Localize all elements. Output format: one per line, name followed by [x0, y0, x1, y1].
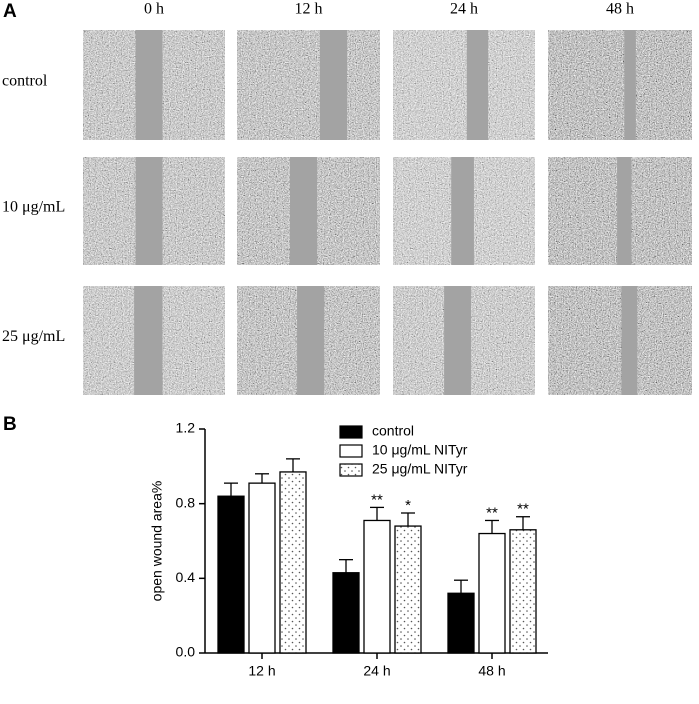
y-tick-label: 1.2 — [176, 420, 196, 436]
y-tick-label: 0.4 — [176, 569, 196, 585]
panel-label: A — [3, 1, 17, 22]
micrograph — [548, 286, 692, 395]
wound-gap — [621, 286, 638, 395]
wound-gap — [466, 30, 489, 140]
wound-gap — [289, 157, 318, 265]
x-tick-label: 24 h — [363, 663, 390, 679]
bar — [478, 532, 506, 654]
bar — [248, 482, 276, 654]
row-label: 25 μg/mL — [2, 328, 65, 345]
wound-gap — [135, 30, 163, 140]
x-tick-label: 48 h — [478, 663, 505, 679]
bar — [447, 592, 475, 654]
legend-swatch — [339, 425, 363, 439]
wound-gap — [134, 286, 163, 395]
legend-swatch — [339, 463, 363, 477]
wound-gap — [451, 157, 474, 265]
micrograph — [548, 30, 692, 140]
bar — [509, 529, 537, 654]
panel-label: B — [3, 414, 17, 435]
row-label: control — [2, 73, 48, 90]
row-label: 10 μg/mL — [2, 199, 65, 216]
significance: ** — [486, 504, 498, 521]
bar — [363, 519, 391, 654]
significance: * — [405, 497, 411, 514]
column-label: 0 h — [144, 1, 164, 18]
wound-gap — [624, 30, 636, 140]
bar — [217, 495, 245, 654]
x-tick-label: 12 h — [248, 663, 275, 679]
y-tick-label: 0.0 — [176, 644, 196, 660]
legend-swatch — [339, 444, 363, 458]
bar — [394, 525, 422, 654]
bar — [279, 471, 307, 654]
legend-label: 10 μg/mL NITyr — [372, 442, 468, 458]
bar — [332, 572, 360, 654]
y-tick-label: 0.8 — [176, 494, 196, 510]
micrograph — [393, 30, 535, 140]
wound-gap — [444, 286, 472, 395]
wound-gap — [319, 30, 348, 140]
wound-gap — [135, 157, 163, 265]
wound-gap — [297, 286, 325, 395]
significance: ** — [517, 501, 529, 518]
y-axis-label: open wound area% — [149, 481, 165, 602]
significance: ** — [371, 491, 383, 508]
micrograph — [237, 30, 380, 140]
column-label: 12 h — [295, 1, 323, 18]
legend-label: control — [372, 423, 414, 439]
wound-gap — [617, 157, 632, 265]
column-label: 48 h — [606, 1, 634, 18]
column-label: 24 h — [450, 1, 478, 18]
legend-label: 25 μg/mL NITyr — [372, 461, 468, 477]
